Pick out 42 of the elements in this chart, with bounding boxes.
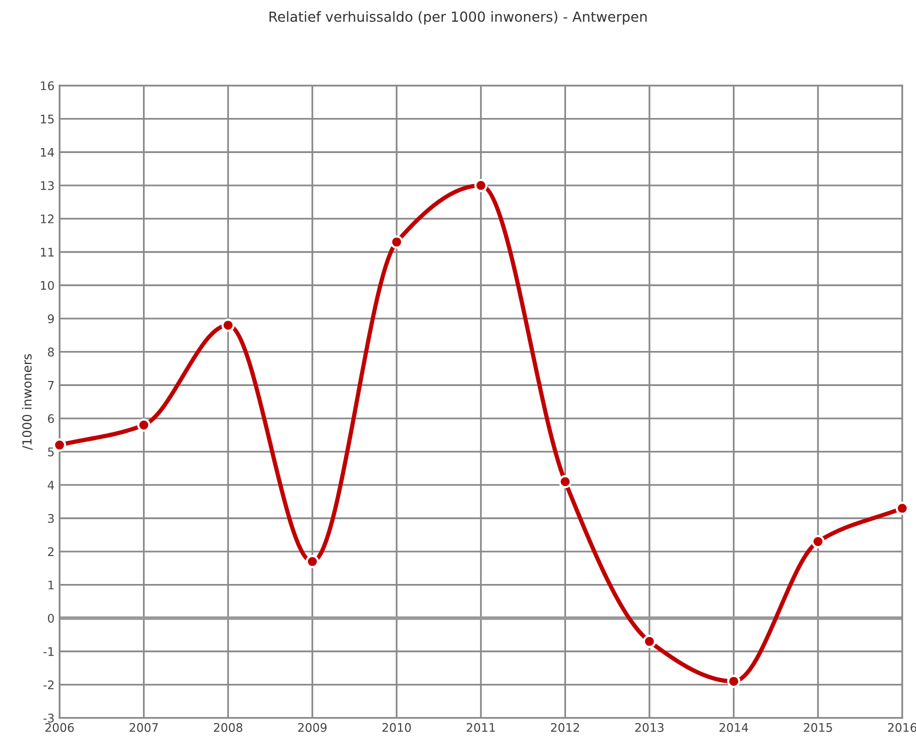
y-tick-label: 15 <box>40 114 54 124</box>
y-tick-label: -3 <box>43 714 54 723</box>
y-axis-title: /1000 inwoners <box>22 354 33 450</box>
y-tick-label: 5 <box>48 448 54 456</box>
y-tick-label: 16 <box>40 81 54 90</box>
y-tick-label: 10 <box>40 280 54 290</box>
x-tick-label: 2013 <box>635 723 664 732</box>
y-tick-label: -1 <box>43 647 54 656</box>
point <box>896 502 909 515</box>
y-tick-label: 8 <box>48 348 54 356</box>
y-tick-label: 4 <box>48 480 54 490</box>
point <box>221 318 235 332</box>
x-tick-label: 2009 <box>298 723 327 732</box>
y-tick-label: 0 <box>48 614 54 623</box>
x-tick-label: 2011 <box>466 723 495 732</box>
chart-title: Relatief verhuissaldo (per 1000 inwoners) - Antwerpen <box>270 11 647 25</box>
point <box>390 235 404 249</box>
x-tick-label: 2006 <box>45 723 74 732</box>
point <box>727 674 740 688</box>
y-tick-label: 3 <box>48 514 54 523</box>
x-tick-label: 2014 <box>720 723 748 732</box>
point <box>306 554 319 568</box>
x-tick-label: 2008 <box>214 723 242 732</box>
y-tick-label: 1 <box>48 580 54 590</box>
point <box>558 475 572 488</box>
y-tick-label: 2 <box>48 547 54 556</box>
x-tick-label: 2015 <box>804 723 832 732</box>
point <box>811 534 825 548</box>
y-tick-label: 11 <box>40 248 54 256</box>
point <box>137 418 150 432</box>
x-tick-label: 2007 <box>130 723 158 732</box>
x-tick-label: 2010 <box>382 723 411 732</box>
y-tick-label: 13 <box>40 181 54 190</box>
y-tick-label: 7 <box>48 380 54 390</box>
y-tick-label: -2 <box>43 680 54 690</box>
point <box>474 178 488 192</box>
y-tick-label: 6 <box>48 414 54 424</box>
x-tick-label: 2012 <box>551 723 580 732</box>
point <box>642 634 656 648</box>
y-tick-label: 12 <box>40 214 54 224</box>
y-tick-label: 14 <box>40 148 54 157</box>
y-tick-label: 9 <box>48 314 54 324</box>
